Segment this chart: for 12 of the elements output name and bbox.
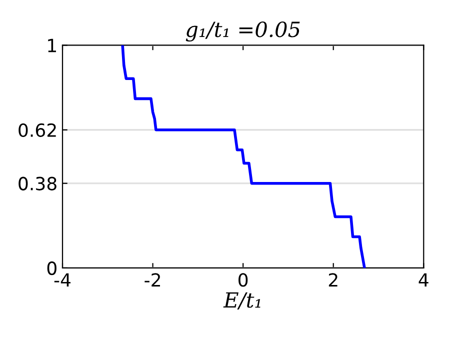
x-tick-label: 4 [418,273,428,287]
x-axis-title: E/t₁ [223,292,260,310]
line-series [121,45,366,268]
y-tick-label: 0 [47,261,56,276]
chart-title: g₁/t₁ =0.05 [186,21,300,42]
y-tick-label: 0.38 [18,176,56,190]
x-tick-label: 2 [328,273,338,287]
y-tick-label: 1 [48,38,56,52]
x-tick-label: 0 [238,273,248,287]
x-tick-label: -4 [54,273,70,287]
y-tick-label: 0.62 [18,123,56,137]
x-tick-label: -2 [144,273,160,287]
